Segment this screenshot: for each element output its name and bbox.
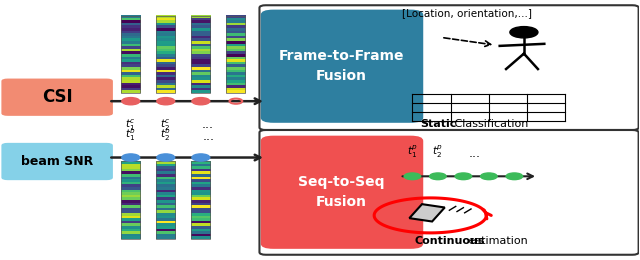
Circle shape (192, 154, 210, 161)
Text: [Location, orientation,...]: [Location, orientation,...] (401, 8, 532, 18)
Circle shape (429, 173, 446, 180)
Bar (121, 16, 140, 93)
Circle shape (157, 98, 175, 105)
Text: $t_1^p$: $t_1^p$ (407, 144, 418, 160)
Circle shape (157, 154, 175, 161)
Circle shape (481, 173, 497, 180)
FancyBboxPatch shape (1, 79, 113, 116)
FancyBboxPatch shape (259, 130, 639, 255)
Text: $t_1^c$: $t_1^c$ (125, 118, 136, 133)
Bar (227, 16, 246, 93)
FancyBboxPatch shape (259, 5, 639, 130)
Bar (156, 16, 175, 93)
Bar (191, 161, 211, 238)
Text: Frame-to-Frame
Fusion: Frame-to-Frame Fusion (279, 49, 404, 83)
Circle shape (122, 98, 140, 105)
Text: ...: ... (469, 147, 481, 160)
Bar (156, 161, 175, 238)
Circle shape (404, 173, 420, 180)
Circle shape (506, 173, 523, 180)
Circle shape (510, 27, 538, 38)
Text: Static: Static (420, 119, 457, 129)
Polygon shape (410, 204, 445, 222)
Bar (121, 161, 140, 238)
FancyBboxPatch shape (1, 143, 113, 180)
Text: $t_2^p$: $t_2^p$ (433, 144, 444, 160)
Text: $t_2^c$: $t_2^c$ (161, 118, 171, 133)
Text: Continuous: Continuous (414, 236, 485, 246)
Bar (191, 16, 211, 93)
Text: Seq-to-Seq
Fusion: Seq-to-Seq Fusion (298, 176, 385, 209)
Text: beam SNR: beam SNR (21, 155, 93, 168)
FancyBboxPatch shape (260, 136, 423, 249)
Text: Classification: Classification (451, 119, 529, 129)
Text: ...: ... (201, 118, 213, 131)
Circle shape (122, 154, 140, 161)
Text: CSI: CSI (42, 88, 73, 106)
FancyBboxPatch shape (260, 10, 423, 123)
Text: $t_2^b$: $t_2^b$ (160, 126, 172, 142)
Text: estimation: estimation (465, 236, 528, 246)
Text: ...: ... (202, 129, 214, 142)
Circle shape (455, 173, 472, 180)
Circle shape (192, 98, 210, 105)
Text: $t_1^b$: $t_1^b$ (125, 126, 136, 142)
